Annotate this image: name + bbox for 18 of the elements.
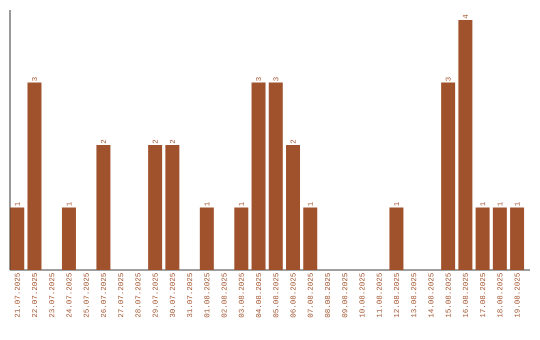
bar [200,208,214,270]
bar [10,208,24,270]
bar [96,145,110,270]
bar [492,208,507,270]
bar [27,82,42,270]
bar [165,145,180,270]
bar [441,82,456,270]
bar [286,145,300,270]
bar [268,82,283,270]
bar [234,208,248,270]
bar [148,145,162,270]
bar [62,208,76,270]
bar [389,208,404,270]
bar [303,208,318,270]
bar [476,208,490,270]
bar [252,82,266,270]
bar [510,208,524,270]
bar [458,20,472,270]
